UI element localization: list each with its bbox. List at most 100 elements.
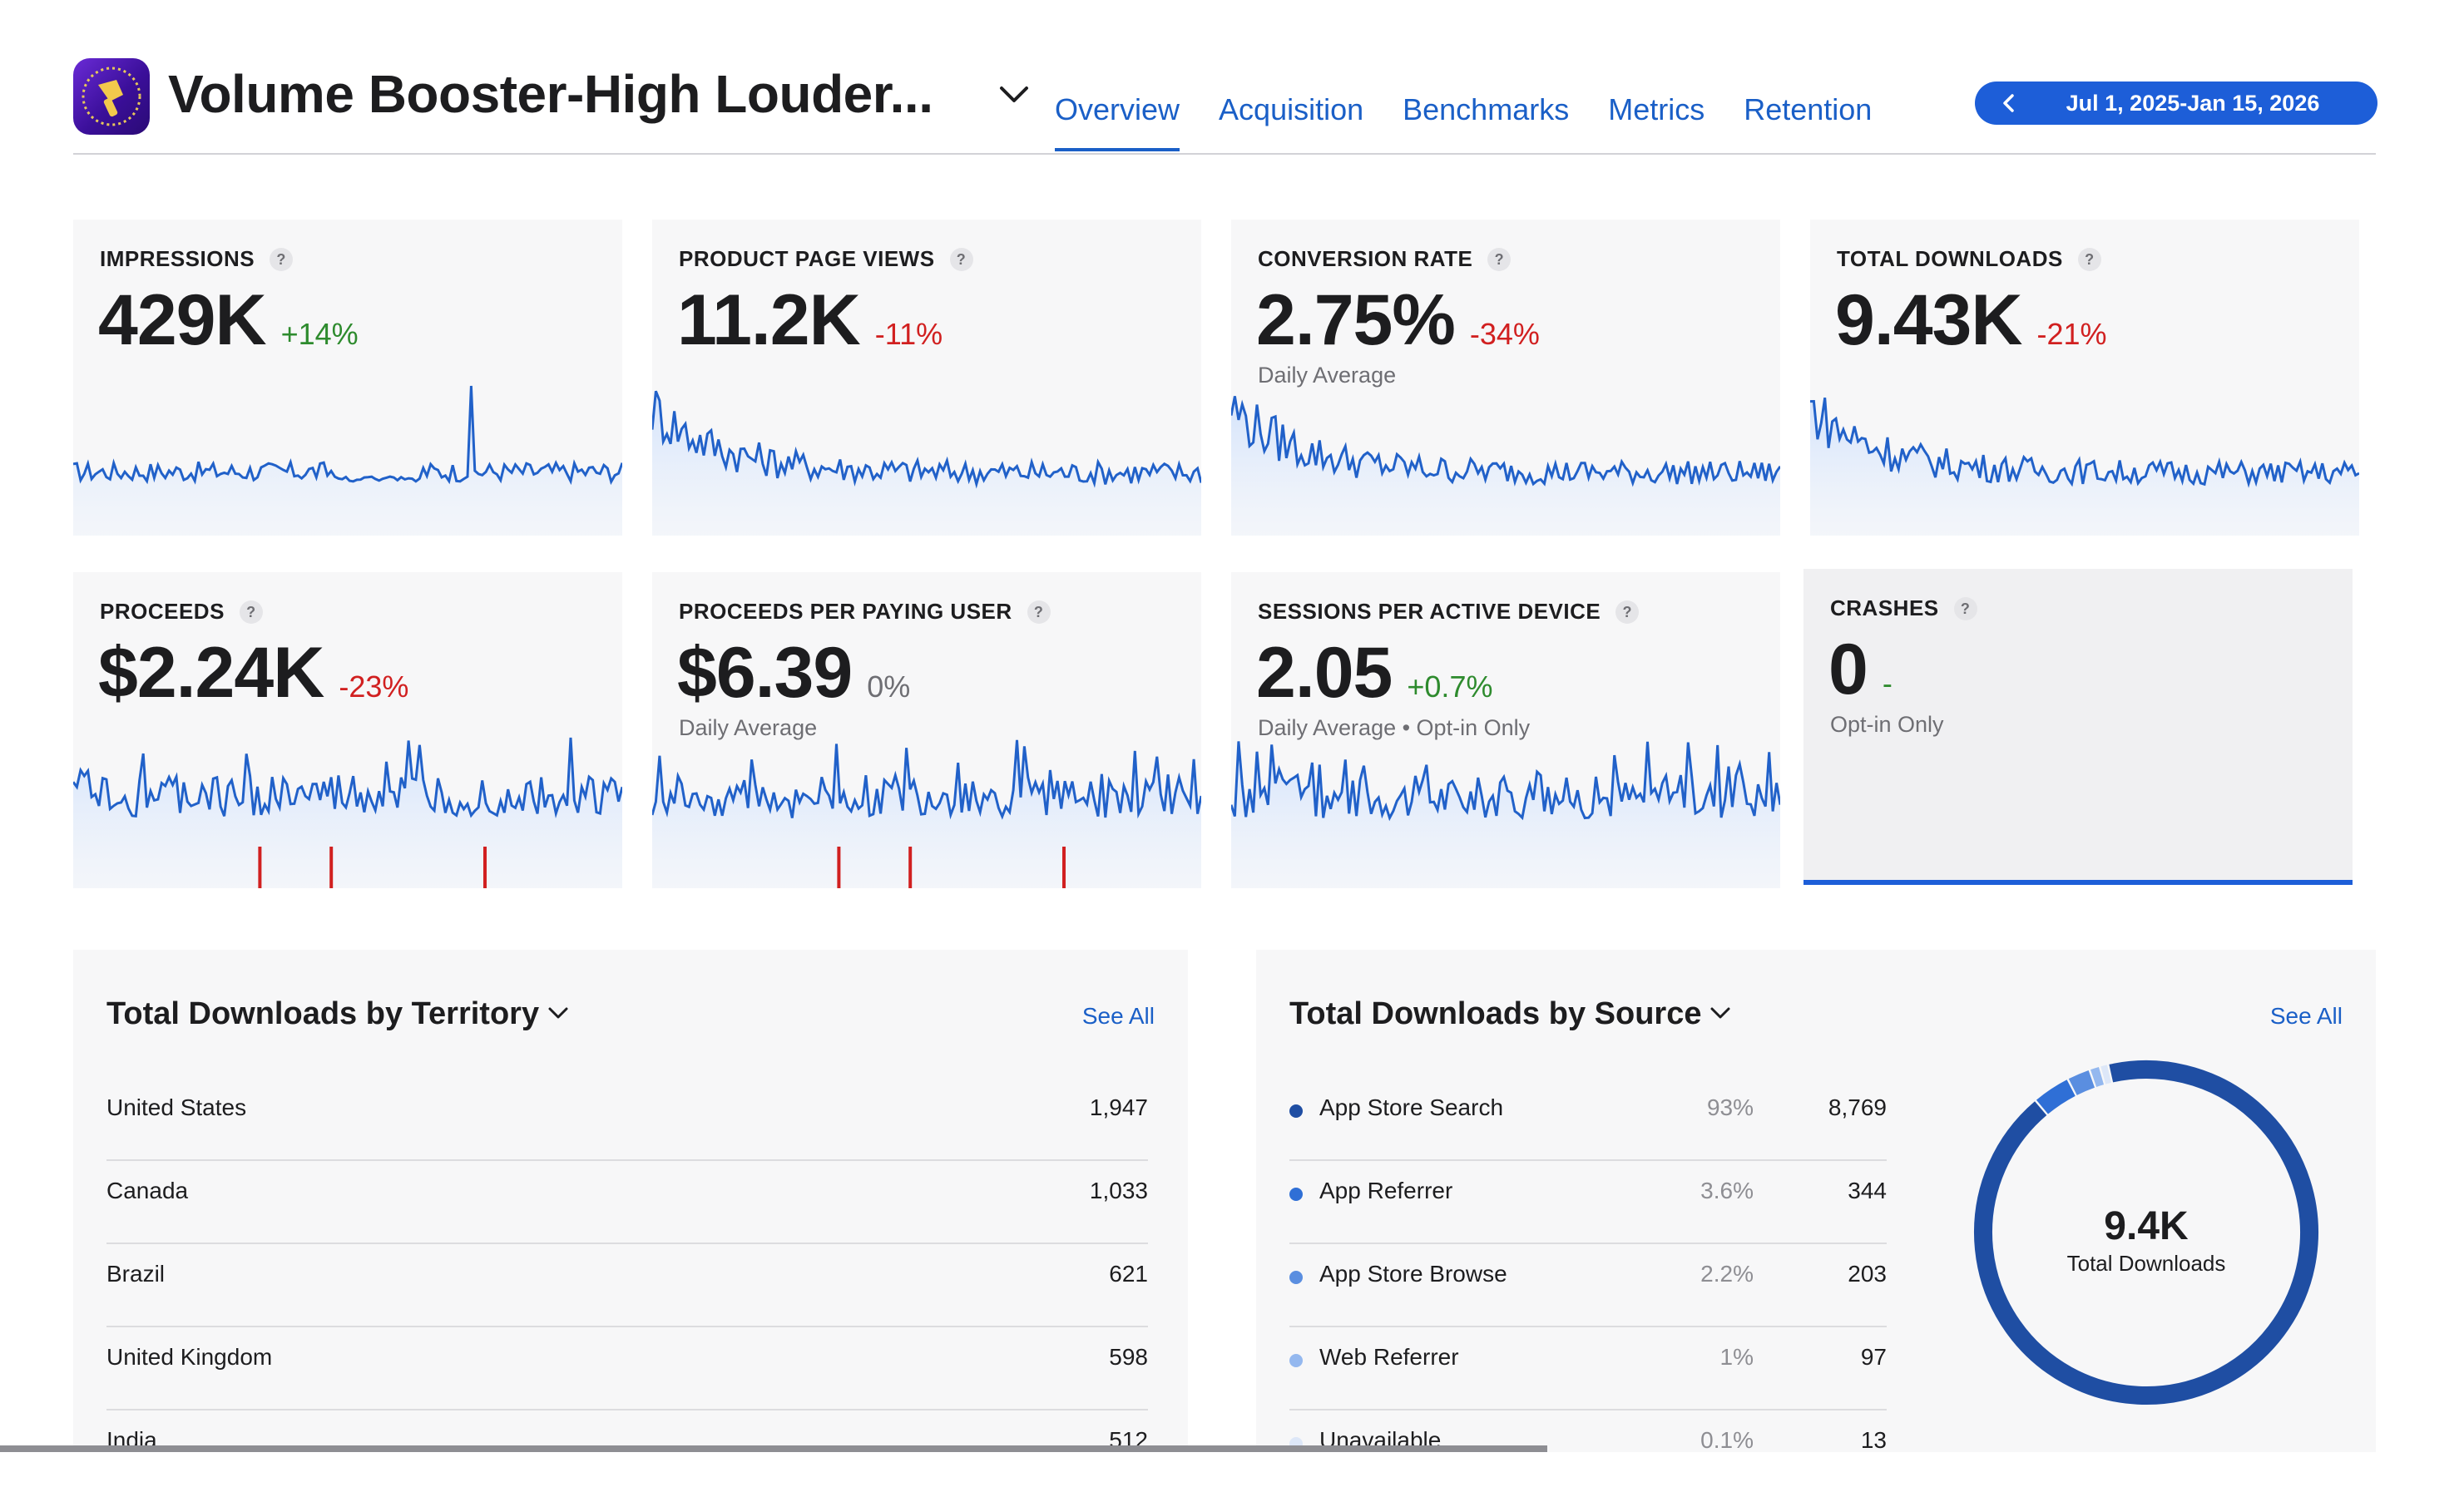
metric-change: -21%	[2036, 317, 2107, 351]
source-see-all-link[interactable]: See All	[2269, 1003, 2343, 1029]
donut-slice-2[interactable]	[2068, 1070, 2095, 1095]
legend-dot	[1289, 1104, 1303, 1118]
help-icon[interactable]: ?	[270, 248, 294, 271]
territory-downloads: 598	[1109, 1344, 1148, 1370]
territory-see-all-link[interactable]: See All	[1081, 1003, 1155, 1029]
metric-card-proceeds[interactable]: PROCEEDS? $2.24K -23%	[73, 572, 622, 888]
help-icon[interactable]: ?	[949, 248, 973, 271]
chevron-down-icon[interactable]	[546, 1000, 571, 1025]
metric-label: IMPRESSIONS?	[100, 246, 294, 272]
sparkline-chart	[73, 385, 622, 536]
source-percent: 2.2%	[1700, 1261, 1754, 1287]
help-icon[interactable]: ?	[2077, 248, 2101, 271]
date-range-picker[interactable]: Jul 1, 2025-Jan 15, 2026	[1975, 82, 2377, 125]
table-row[interactable]: Web Referrer 1% 97	[1289, 1326, 1887, 1410]
source-percent: 3.6%	[1700, 1178, 1754, 1203]
help-icon[interactable]: ?	[239, 600, 263, 624]
source-downloads: 13	[1860, 1427, 1887, 1453]
metric-value: 0-	[1828, 630, 1893, 709]
chevron-left-icon[interactable]	[1998, 91, 2020, 115]
metric-change: 0%	[867, 669, 911, 704]
metric-card-conversion-rate[interactable]: CONVERSION RATE? 2.75% -34% Daily Average	[1231, 220, 1780, 536]
metric-card-impressions[interactable]: IMPRESSIONS? 429K +14%	[73, 220, 622, 536]
territory-downloads: 621	[1109, 1261, 1148, 1287]
metric-label: TOTAL DOWNLOADS?	[1837, 246, 2101, 272]
sparkline-area	[652, 391, 1201, 536]
metric-label: PROCEEDS PER PAYING USER?	[679, 599, 1051, 625]
metric-value: 429K +14%	[98, 280, 359, 360]
donut-slice-1[interactable]	[2036, 1079, 2076, 1114]
help-icon[interactable]: ?	[1615, 600, 1640, 624]
donut-slice-0[interactable]	[1974, 1060, 2318, 1405]
territory-name: United States	[106, 1094, 247, 1120]
territory-name: United Kingdom	[106, 1344, 273, 1370]
window-bottom-edge	[0, 1445, 1547, 1452]
territory-downloads: 1,947	[1089, 1094, 1148, 1120]
tab-metrics[interactable]: Metrics	[1608, 92, 1705, 126]
source-name: App Store Search	[1319, 1094, 1504, 1120]
sparkline-area	[1231, 741, 1780, 888]
metric-label: CRASHES?	[1830, 595, 1977, 621]
table-row[interactable]: Brazil 621	[106, 1243, 1148, 1327]
sparkline-chart	[1231, 741, 1780, 888]
source-panel: Total Downloads by Source See All App St…	[1256, 950, 2376, 1453]
table-row[interactable]: App Store Browse 2.2% 203	[1289, 1243, 1887, 1327]
source-downloads: 97	[1860, 1344, 1887, 1370]
metric-label: SESSIONS PER ACTIVE DEVICE?	[1258, 599, 1640, 625]
sparkline-chart	[652, 390, 1201, 536]
sparkline-line	[1231, 396, 1780, 487]
help-icon[interactable]: ?	[1953, 597, 1977, 620]
metric-value: 11.2K -11%	[677, 280, 943, 360]
chevron-down-icon[interactable]	[995, 75, 1033, 113]
table-row[interactable]: Canada 1,033	[106, 1159, 1148, 1244]
metric-card-proceeds-per-paying-user[interactable]: PROCEEDS PER PAYING USER? $6.39 0% Daily Av…	[652, 572, 1201, 888]
sparkline-line	[73, 737, 622, 819]
tab-retention[interactable]: Retention	[1744, 92, 1873, 126]
table-row[interactable]: App Referrer 3.6% 344	[1289, 1159, 1887, 1244]
source-panel-title[interactable]: Total Downloads by Source	[1289, 996, 1733, 1032]
tab-overview[interactable]: Overview	[1055, 85, 1180, 151]
table-row[interactable]: United States 1,947	[106, 1076, 1148, 1161]
help-icon[interactable]: ?	[1487, 248, 1512, 271]
nav-tabs: Overview Acquisition Benchmarks Metrics …	[1055, 85, 1911, 151]
territory-panel: Total Downloads by Territory See All Uni…	[73, 950, 1188, 1453]
tab-benchmarks[interactable]: Benchmarks	[1403, 92, 1570, 126]
metric-subtitle: Daily Average	[679, 715, 818, 740]
metric-card-crashes[interactable]: CRASHES? 0- Opt-in Only	[1803, 569, 2353, 885]
source-downloads: 203	[1848, 1261, 1887, 1287]
metric-label: PRODUCT PAGE VIEWS?	[679, 246, 973, 272]
help-icon[interactable]: ?	[1027, 600, 1051, 624]
metric-card-total-downloads[interactable]: TOTAL DOWNLOADS? 9.43K -21%	[1810, 220, 2359, 536]
sparkline-line	[73, 385, 622, 486]
sparkline-line	[652, 390, 1201, 489]
metric-change: +0.7%	[1407, 669, 1493, 704]
metric-value: $2.24K -23%	[98, 633, 409, 713]
sparkline-chart	[73, 737, 622, 888]
tab-acquisition[interactable]: Acquisition	[1219, 92, 1364, 126]
donut-slice-4[interactable]	[2100, 1065, 2111, 1084]
metric-value: 2.75% -34%	[1256, 280, 1540, 360]
source-downloads: 8,769	[1828, 1094, 1887, 1120]
app-icon[interactable]	[73, 58, 150, 135]
metric-value: 2.05 +0.7%	[1256, 633, 1493, 713]
donut-label: Total Downloads	[2066, 1251, 2226, 1276]
chevron-down-icon[interactable]	[1708, 1000, 1733, 1025]
metric-card-sessions-per-active-device[interactable]: SESSIONS PER ACTIVE DEVICE? 2.05 +0.7% Dail…	[1231, 572, 1780, 888]
table-row[interactable]: App Store Search 93% 8,769	[1289, 1076, 1887, 1161]
sparkline-area	[1231, 396, 1780, 536]
sparkline-line	[1231, 741, 1780, 822]
metric-card-product-page-views[interactable]: PRODUCT PAGE VIEWS? 11.2K -11%	[652, 220, 1201, 536]
territory-panel-title[interactable]: Total Downloads by Territory	[106, 996, 571, 1032]
legend-dot	[1289, 1354, 1303, 1367]
metric-value: $6.39 0%	[677, 633, 911, 713]
territory-name: Canada	[106, 1178, 189, 1203]
table-row[interactable]: United Kingdom 598	[106, 1326, 1148, 1410]
metric-change: -23%	[339, 669, 409, 704]
donut-slice-3[interactable]	[2090, 1067, 2105, 1087]
metric-subtitle: Opt-in Only	[1830, 712, 1944, 737]
source-percent: 93%	[1706, 1094, 1754, 1120]
sparkline-chart	[1810, 397, 2359, 536]
territory-downloads: 1,033	[1089, 1178, 1148, 1203]
sparkline-chart	[652, 739, 1201, 888]
source-name: App Referrer	[1319, 1178, 1453, 1203]
